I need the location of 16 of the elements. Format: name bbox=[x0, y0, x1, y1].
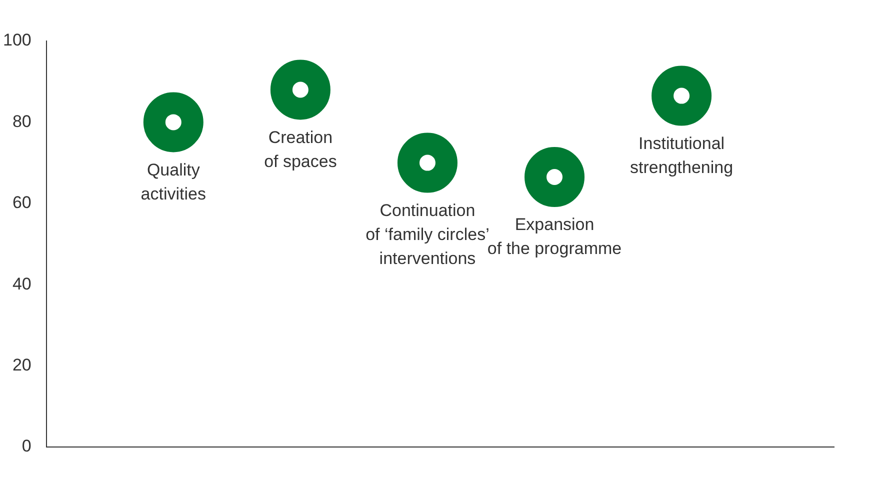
y-tick-label: 60 bbox=[12, 193, 32, 212]
point bbox=[397, 132, 458, 193]
y-tick-label: 20 bbox=[12, 355, 32, 374]
y-tick-label: 40 bbox=[12, 274, 32, 294]
point bbox=[652, 66, 712, 126]
y-tick-label: 80 bbox=[12, 112, 32, 131]
y-tick-label: 0 bbox=[22, 436, 32, 456]
point bbox=[270, 60, 330, 120]
x-tick-label: Quality activities bbox=[140, 160, 206, 204]
x-tick-label: Institutional strengthening bbox=[630, 134, 734, 177]
point bbox=[524, 147, 585, 208]
x-tick-label: Continuation of ‘family circles’ interventions bbox=[366, 200, 490, 268]
y-tick-label: 100 bbox=[2, 30, 32, 50]
x-tick-label: Creation of spaces bbox=[264, 128, 337, 171]
x-tick-label: Expansion of the programme bbox=[487, 215, 622, 258]
point bbox=[143, 92, 204, 152]
